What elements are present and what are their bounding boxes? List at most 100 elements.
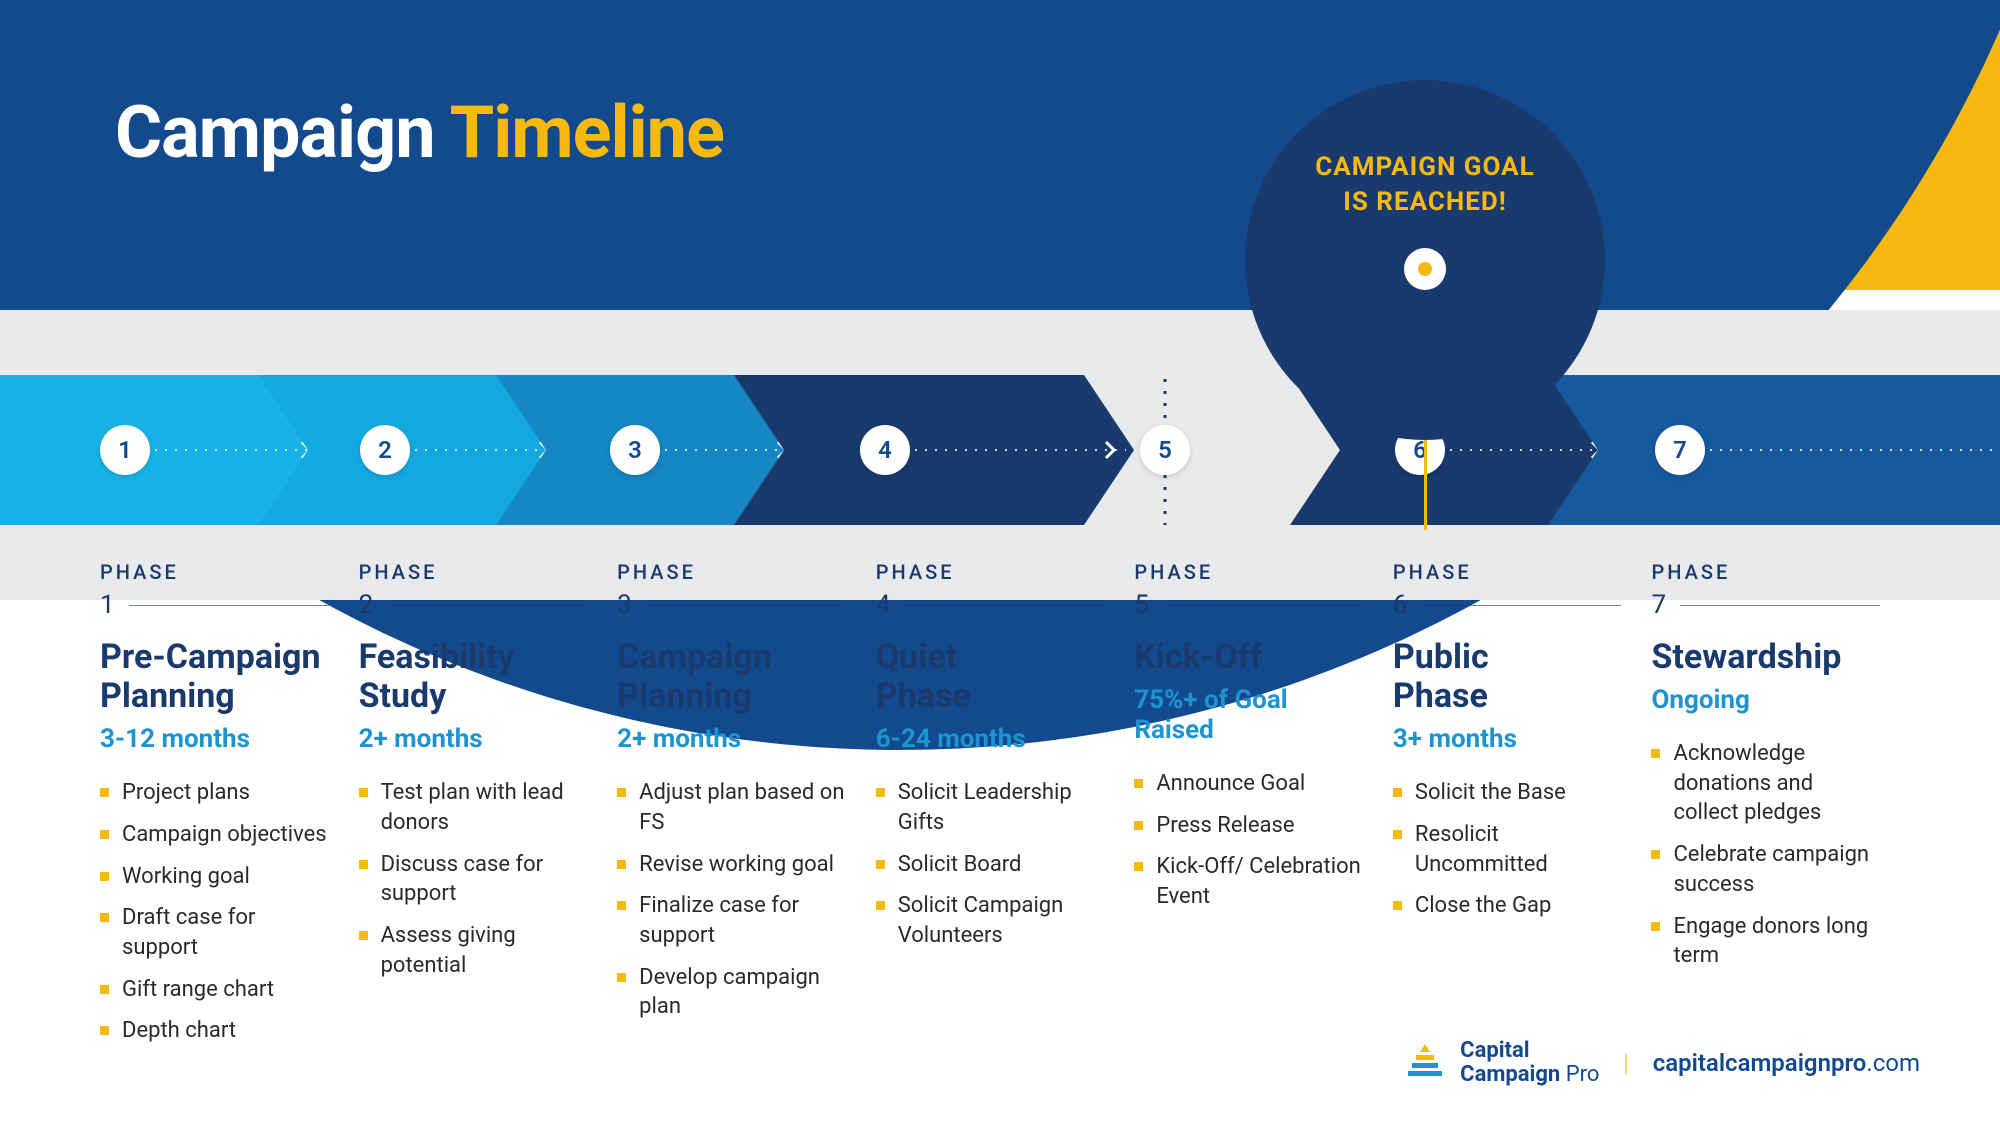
phase-col-1: PHASE 1 Pre-CampaignPlanning 3-12 months…	[100, 560, 359, 1058]
phase-rule	[904, 605, 1104, 606]
phase-col-7: PHASE 7 Stewardship Ongoing Acknowledge …	[1651, 560, 1910, 1058]
phase-item: Campaign objectives	[100, 820, 329, 850]
phase-num: 2	[359, 590, 374, 620]
phase-duration: 6-24 months	[876, 724, 1105, 754]
phase-list: Test plan with lead donors Discuss case f…	[359, 778, 588, 980]
phase-item: Acknowledge donations and collect pledge…	[1651, 739, 1880, 828]
phase-dot-3: 3	[610, 425, 660, 475]
phase-duration: Ongoing	[1651, 685, 1880, 715]
logo-text: Capital Campaign Pro	[1460, 1039, 1599, 1087]
phase-label: PHASE	[359, 560, 588, 584]
phase-label: PHASE	[100, 560, 329, 584]
footer-divider: |	[1623, 1049, 1628, 1077]
page-title: Campaign Timeline	[115, 90, 724, 175]
phase-item: Announce Goal	[1134, 769, 1363, 799]
phase-label: PHASE	[617, 560, 846, 584]
phase-item: Celebrate campaign success	[1651, 840, 1880, 899]
phase-item: Discuss case for support	[359, 850, 588, 909]
goal-dot-icon	[1404, 248, 1446, 290]
phase-col-6: PHASE 6 PublicPhase 3+ months Solicit th…	[1393, 560, 1652, 1058]
phase-duration: 3+ months	[1393, 724, 1622, 754]
footer-url-tld: .com	[1866, 1049, 1920, 1077]
phase-label: PHASE	[1134, 560, 1363, 584]
phase-num-row: 3	[617, 590, 846, 620]
phase-col-2: PHASE 2 FeasibilityStudy 2+ months Test …	[359, 560, 618, 1058]
phase-item: Solicit the Base	[1393, 778, 1622, 808]
phase-title: Stewardship	[1651, 638, 1880, 677]
brand-logo: Capital Campaign Pro	[1404, 1039, 1599, 1087]
phase-item: Draft case for support	[100, 903, 329, 962]
phase-dot-2: 2	[360, 425, 410, 475]
phase-duration: 75%+ of Goal Raised	[1134, 685, 1363, 745]
phase-item: Solicit Board	[876, 850, 1105, 880]
phase-list: Project plansCampaign objectivesWorking …	[100, 778, 329, 1046]
goal-badge: CAMPAIGN GOAL IS REACHED!	[1245, 80, 1605, 440]
phase-label: PHASE	[1393, 560, 1622, 584]
phase-item: Develop campaign plan	[617, 963, 846, 1022]
phase-item: Solicit Leadership Gifts	[876, 778, 1105, 837]
phase-item: Solicit Campaign Volunteers	[876, 891, 1105, 950]
phase-item: Assess giving potential	[359, 921, 588, 980]
phase-item: Revise working goal	[617, 850, 846, 880]
title-part1: Campaign	[115, 90, 450, 175]
phase-num-row: 2	[359, 590, 588, 620]
phase-num-row: 6	[1393, 590, 1622, 620]
goal-line2: IS REACHED!	[1343, 187, 1507, 217]
phase-columns: PHASE 1 Pre-CampaignPlanning 3-12 months…	[0, 560, 2000, 1058]
goal-badge-text: CAMPAIGN GOAL IS REACHED!	[1315, 150, 1534, 220]
phase-duration: 2+ months	[617, 724, 846, 754]
phase-rule	[646, 605, 846, 606]
phase-item: Depth chart	[100, 1016, 329, 1046]
footer-url: capitalcampaignpro.com	[1653, 1049, 1920, 1077]
phase-num-row: 4	[876, 590, 1105, 620]
phase-item: Press Release	[1134, 811, 1363, 841]
phase-rule	[387, 605, 587, 606]
chevron-left-cap	[0, 375, 52, 525]
phase-list: Adjust plan based on FSRevise working go…	[617, 778, 846, 1022]
phase-title: FeasibilityStudy	[359, 638, 588, 716]
phase-item: Engage donors long term	[1651, 912, 1880, 971]
footer-url-main: capitalcampaignpro	[1653, 1049, 1867, 1077]
header: Campaign Timeline	[0, 0, 2000, 290]
phase-num-row: 7	[1651, 590, 1880, 620]
phase-dot-7: 7	[1655, 425, 1705, 475]
phase-col-5: PHASE 5 Kick-Off 75%+ of Goal Raised Ann…	[1134, 560, 1393, 1058]
phase-dot-5: 5	[1140, 425, 1190, 475]
phase-title: PublicPhase	[1393, 638, 1622, 716]
phase-dot-1: 1	[100, 425, 150, 475]
phase-num: 4	[876, 590, 891, 620]
phase-col-4: PHASE 4 QuietPhase 6-24 months Solicit L…	[876, 560, 1135, 1058]
phase-num-row: 5	[1134, 590, 1363, 620]
chevron-segment-7	[1548, 375, 2000, 525]
phase-num-row: 1	[100, 590, 329, 620]
phase-num: 6	[1393, 590, 1408, 620]
phase-list: Acknowledge donations and collect pledge…	[1651, 739, 1880, 971]
phase-title: QuietPhase	[876, 638, 1105, 716]
phase-item: Finalize case for support	[617, 891, 846, 950]
brand-word-1: Capital	[1460, 1038, 1529, 1063]
title-part2: Timeline	[450, 90, 724, 175]
phase-num: 5	[1134, 590, 1149, 620]
phase-label: PHASE	[876, 560, 1105, 584]
chevron-row: 1234567	[0, 375, 2000, 525]
phase-rule	[1163, 605, 1363, 606]
chevron-segment-4	[734, 375, 1134, 525]
phase-label: PHASE	[1651, 560, 1880, 584]
phase-item: Working goal	[100, 862, 329, 892]
brand-word-2: Campaign	[1460, 1062, 1560, 1087]
phase-rule	[129, 605, 329, 606]
phase-list: Solicit Leadership Gifts Solicit Board Sol…	[876, 778, 1105, 950]
phase-duration: 2+ months	[359, 724, 588, 754]
phase-item: Test plan with lead donors	[359, 778, 588, 837]
phase-title: Kick-Off	[1134, 638, 1363, 677]
phase-title: Pre-CampaignPlanning	[100, 638, 329, 716]
logo-icon	[1404, 1044, 1446, 1082]
phase-list: Announce Goal Press Release Kick-Off/ Cele…	[1134, 769, 1363, 912]
phase-num: 7	[1651, 590, 1666, 620]
phase-item: Close the Gap	[1393, 891, 1622, 921]
phase-dot-4: 4	[860, 425, 910, 475]
phase-col-3: PHASE 3 CampaignPlanning 2+ months Adjus…	[617, 560, 876, 1058]
phase-item: Kick-Off/ Celebration Event	[1134, 852, 1363, 911]
goal-line1: CAMPAIGN GOAL	[1315, 152, 1534, 182]
phase-item: Gift range chart	[100, 975, 329, 1005]
